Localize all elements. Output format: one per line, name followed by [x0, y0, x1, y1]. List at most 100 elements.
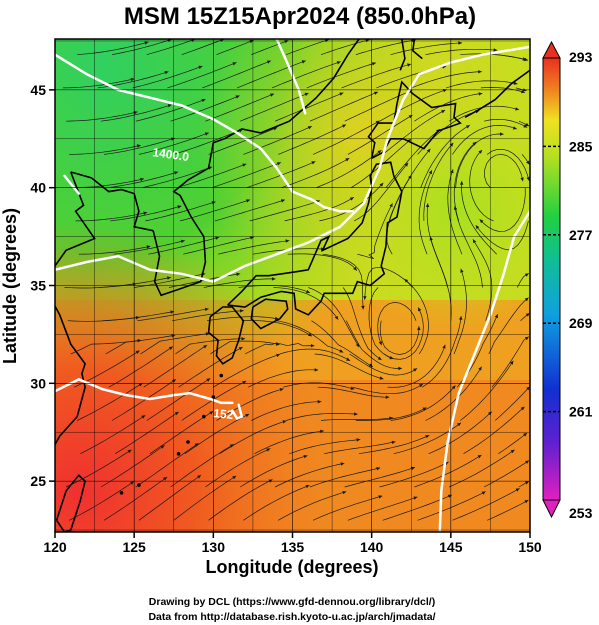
streamline — [388, 148, 431, 222]
streamline-arrowhead — [524, 297, 529, 302]
streamline-arrowhead — [236, 272, 241, 276]
streamline-arrowhead — [238, 347, 243, 351]
streamline — [176, 163, 247, 189]
streamline — [322, 253, 364, 310]
streamline — [382, 109, 446, 155]
streamline — [108, 346, 174, 388]
streamline — [100, 445, 165, 488]
streamline — [145, 201, 216, 222]
streamline — [384, 307, 424, 360]
streamline-arrowhead — [140, 177, 144, 182]
streamline-arrowhead — [472, 239, 477, 244]
colorbar-gradient — [542, 57, 561, 501]
island — [119, 491, 124, 495]
streamline — [422, 316, 462, 388]
streamline-arrowhead — [526, 177, 530, 181]
coastline — [399, 39, 406, 71]
x-axis-ticks: 120 125 130 135 140 145 150 — [43, 532, 542, 555]
streamline — [460, 360, 514, 421]
streamline — [251, 40, 289, 56]
height-contour — [55, 45, 530, 283]
streamline-arrowhead — [391, 440, 396, 445]
coastline — [55, 171, 96, 447]
x-tick-label: 120 — [43, 539, 67, 555]
streamline-arrowhead — [317, 400, 322, 404]
streamline — [249, 200, 321, 222]
streamline — [491, 336, 529, 388]
streamline — [107, 171, 179, 189]
streamline — [494, 386, 530, 421]
streamline-arrowhead — [353, 266, 357, 271]
streamline-arrowhead — [167, 276, 171, 280]
streamline — [236, 60, 306, 89]
streamline-arrowhead — [205, 332, 210, 336]
streamline — [455, 133, 504, 188]
streamline-arrowhead — [240, 309, 244, 313]
streamline — [377, 302, 417, 346]
streamline — [213, 354, 281, 388]
streamline — [240, 92, 309, 122]
streamline-arrowhead — [371, 62, 376, 66]
streamline — [350, 138, 412, 188]
streamline — [104, 137, 175, 155]
streamline-arrowhead — [144, 41, 149, 45]
streamline-arrowhead — [460, 268, 464, 273]
streamline — [319, 182, 384, 222]
streamline-arrowhead — [378, 495, 383, 499]
streamline — [286, 39, 329, 56]
streamline-arrowhead — [493, 48, 498, 52]
streamline-arrowhead — [136, 144, 141, 148]
streamline-arrowhead — [457, 422, 461, 427]
island — [137, 483, 141, 487]
streamline — [65, 449, 132, 488]
streamline — [446, 80, 518, 89]
streamline-arrowhead — [524, 336, 529, 341]
streamline — [137, 308, 209, 322]
streamline — [102, 311, 175, 322]
streamline — [480, 87, 525, 93]
streamline-arrowhead — [407, 63, 411, 67]
streamline — [484, 118, 528, 128]
streamline-arrowhead — [342, 491, 347, 495]
streamline — [287, 253, 358, 271]
streamline — [352, 383, 424, 395]
streamline-arrowhead — [520, 177, 524, 182]
streamline — [167, 62, 237, 89]
streamline-arrowhead — [235, 95, 240, 99]
streamline — [80, 415, 146, 455]
streamline-arrowhead — [419, 384, 423, 388]
streamline-arrowhead — [441, 110, 446, 114]
streamline-arrowhead — [413, 496, 418, 500]
streamline-arrowhead — [241, 337, 246, 341]
streamline-arrowhead — [442, 344, 446, 349]
streamline-arrowhead — [242, 381, 247, 385]
streamline — [142, 166, 213, 189]
streamline — [284, 196, 354, 222]
coastline — [227, 161, 403, 316]
streamline — [77, 41, 149, 56]
streamline — [379, 461, 449, 488]
streamline — [347, 496, 418, 521]
credit-line: Drawing by DCL (https://www.gfd-dennou.o… — [149, 596, 435, 608]
streamline — [170, 95, 240, 122]
streamline-arrowhead — [510, 449, 515, 454]
streamline-arrowhead — [130, 481, 134, 485]
coastline — [207, 306, 245, 365]
streamline-arrowhead — [521, 89, 525, 94]
streamline-arrowhead — [385, 395, 390, 399]
streamline — [146, 39, 196, 56]
streamline-arrowhead — [515, 107, 519, 111]
streamline — [111, 39, 172, 56]
streamline — [69, 144, 141, 155]
streamline-arrowhead — [245, 414, 250, 418]
streamline — [206, 316, 279, 322]
streamline-arrowhead — [413, 368, 418, 372]
island — [202, 414, 206, 419]
streamline-arrowhead — [478, 366, 482, 371]
streamline-arrowhead — [270, 93, 274, 97]
streamline — [216, 388, 284, 421]
streamline-arrowhead — [232, 62, 237, 66]
streamline-arrowhead — [276, 353, 281, 358]
contour-label: 1400.0 — [152, 145, 191, 164]
streamline — [175, 338, 246, 355]
